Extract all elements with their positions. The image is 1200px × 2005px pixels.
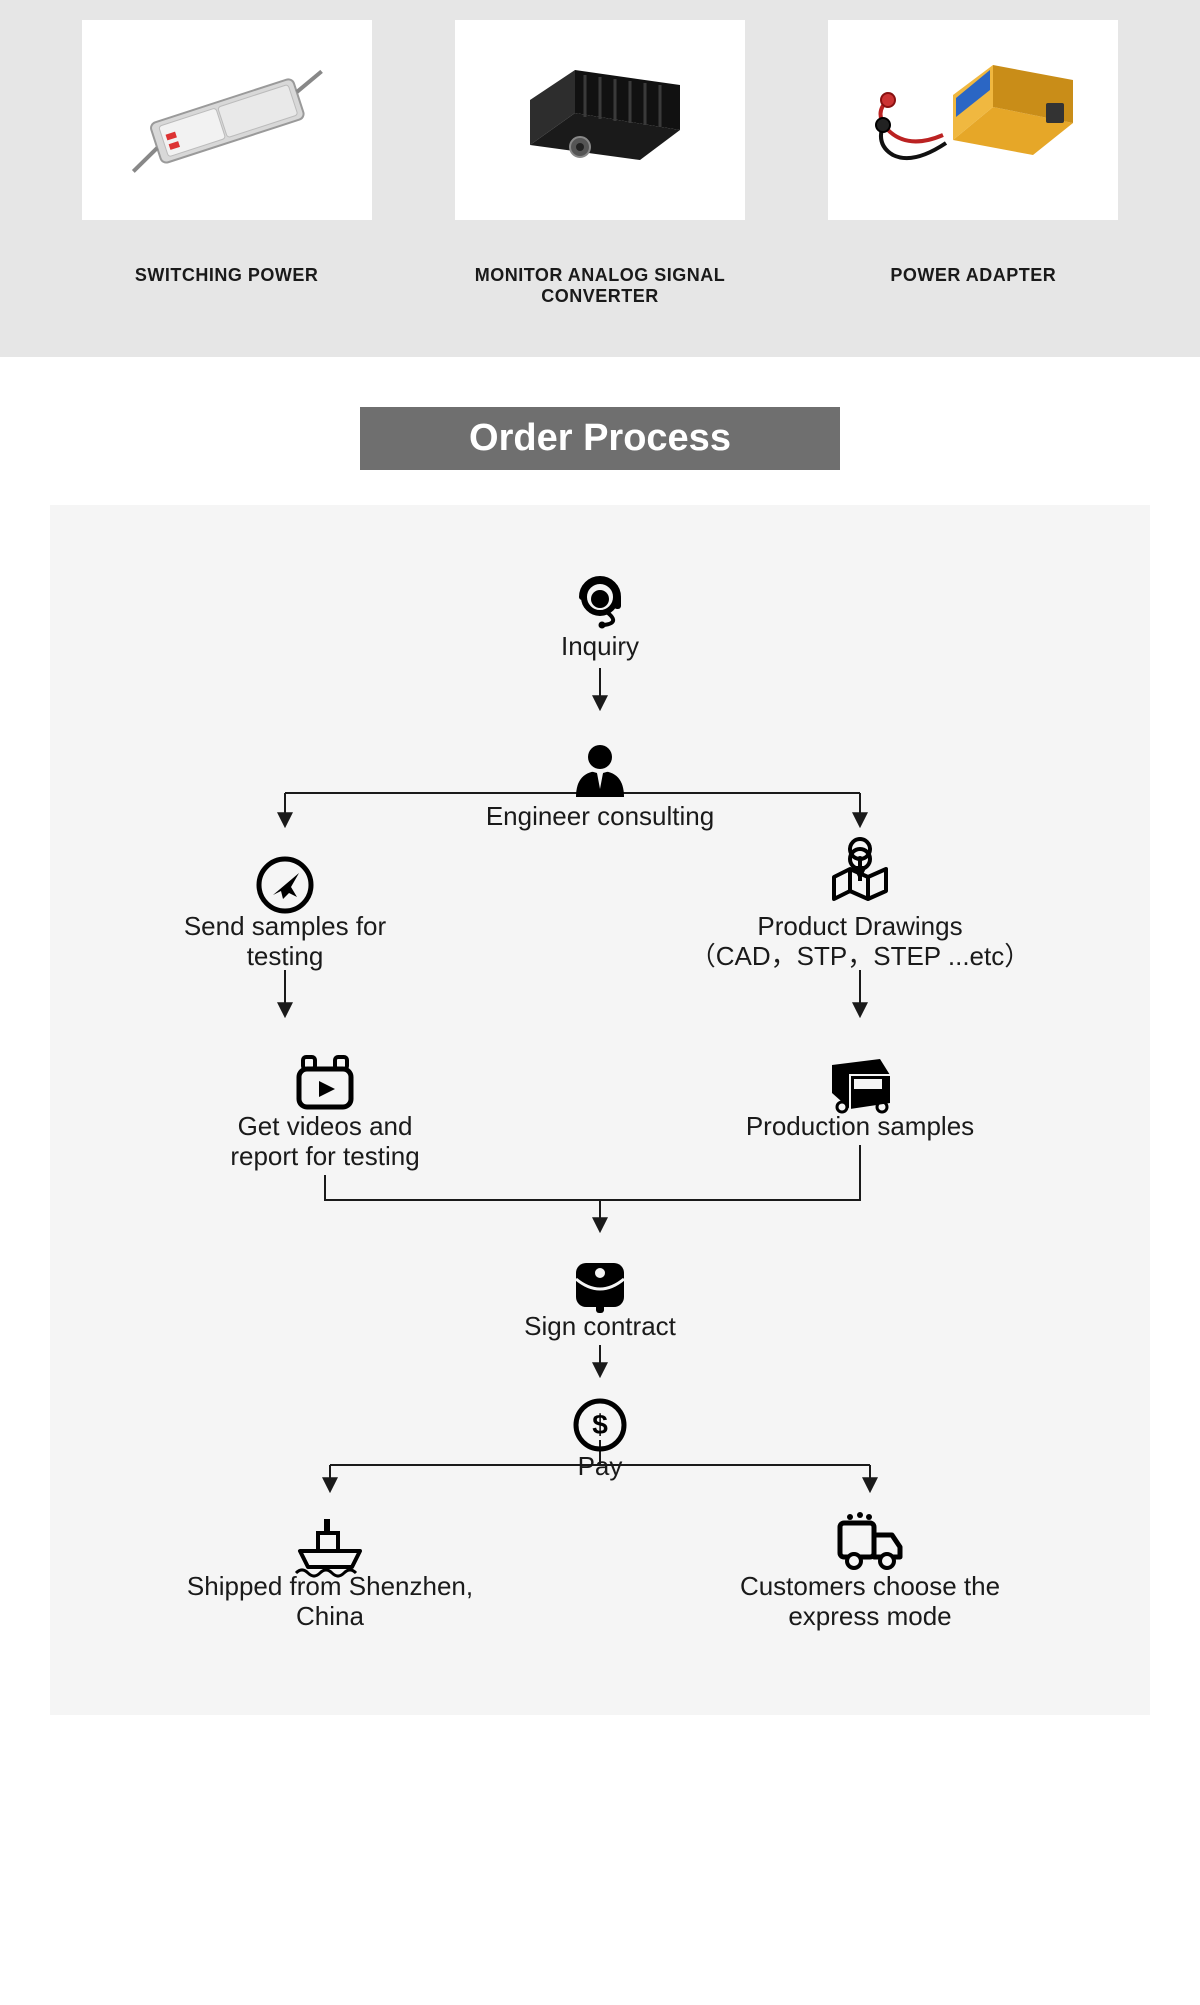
plane-icon: [259, 859, 311, 911]
flow-node-contract: Sign contract: [524, 1263, 677, 1341]
flowchart-canvas: Inquiry Engineer consulting Send samples f…: [100, 545, 1100, 1665]
svg-text:Engineer consulting: Engineer consulting: [486, 801, 714, 831]
product-row: SWITCHING POWER: [0, 0, 1200, 357]
svg-text:Product Drawings（CAD，STP，STEP: Product Drawings（CAD，STP，STEP ...etc）: [690, 911, 1030, 971]
svg-text:Shipped from Shenzhen,China: Shipped from Shenzhen,China: [187, 1571, 473, 1631]
svg-text:Pay: Pay: [578, 1451, 623, 1481]
product-label: MONITOR ANALOG SIGNAL CONVERTER: [433, 265, 766, 307]
svg-text:Sign contract: Sign contract: [524, 1311, 677, 1341]
product-card: POWER ADAPTER: [807, 20, 1140, 307]
svg-text:Customers choose theexpress mo: Customers choose theexpress mode: [740, 1571, 1000, 1631]
map-icon: [834, 839, 886, 899]
product-image-signal-converter: [455, 20, 745, 220]
flow-node-prodsamp: Production samples: [746, 1059, 974, 1141]
flow-node-drawings: Product Drawings（CAD，STP，STEP ...etc）: [690, 839, 1030, 971]
product-label: POWER ADAPTER: [890, 265, 1056, 286]
svg-text:$: $: [592, 1409, 608, 1440]
flow-node-express: Customers choose theexpress mode: [740, 1512, 1000, 1631]
svg-text:Send samples fortesting: Send samples fortesting: [184, 911, 387, 971]
person-icon: [576, 745, 624, 797]
ship-icon: [296, 1519, 360, 1576]
headset-icon: [582, 579, 621, 629]
video-icon: [299, 1057, 351, 1107]
flow-node-engineer: Engineer consulting: [486, 745, 714, 831]
svg-text:Get videos andreport for test: Get videos andreport for testing: [230, 1111, 419, 1171]
product-image-power-adapter: [828, 20, 1118, 220]
machine-icon: [832, 1059, 890, 1112]
truck-icon: [840, 1512, 900, 1568]
flow-node-samples: Send samples fortesting: [184, 859, 387, 971]
svg-text:Production samples: Production samples: [746, 1111, 974, 1141]
svg-text:Inquiry: Inquiry: [561, 631, 639, 661]
section-title: Order Process: [360, 407, 840, 470]
product-label: SWITCHING POWER: [135, 265, 319, 286]
product-card: SWITCHING POWER: [60, 20, 393, 307]
product-card: MONITOR ANALOG SIGNAL CONVERTER: [433, 20, 766, 307]
order-process-diagram: Inquiry Engineer consulting Send samples f…: [50, 505, 1150, 1715]
product-image-switching-power: [82, 20, 372, 220]
flow-node-inquiry: Inquiry: [561, 579, 639, 661]
flow-node-ship: Shipped from Shenzhen,China: [187, 1519, 473, 1631]
contract-icon: [576, 1263, 624, 1313]
flow-node-videos: Get videos andreport for testing: [230, 1057, 419, 1171]
